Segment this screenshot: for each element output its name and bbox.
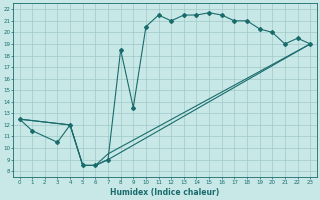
X-axis label: Humidex (Indice chaleur): Humidex (Indice chaleur)	[110, 188, 220, 197]
